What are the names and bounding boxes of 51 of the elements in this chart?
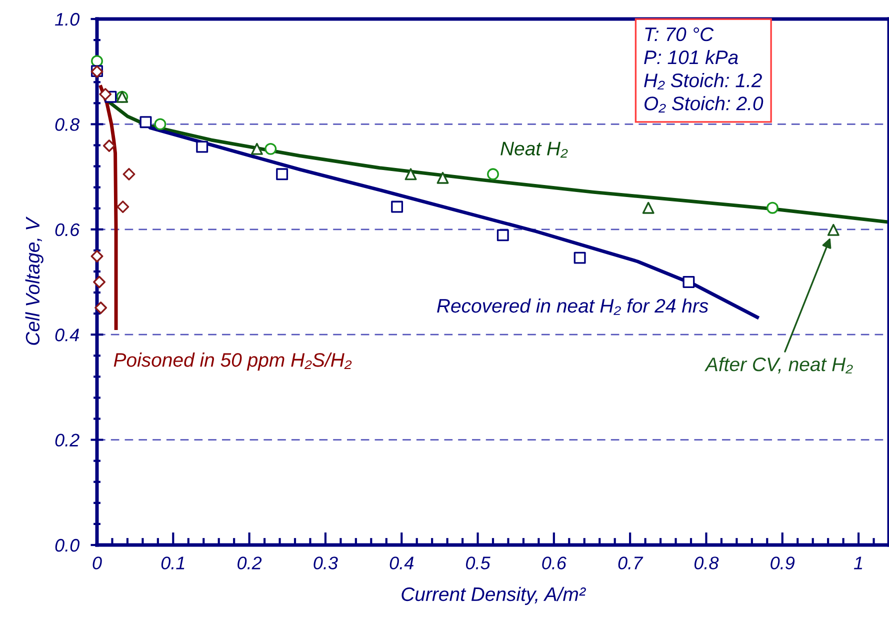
x-tick-label: 0.4 bbox=[390, 556, 414, 570]
y-axis-title: Cell Voltage, V bbox=[25, 216, 44, 345]
y-tick-label: 0.2 bbox=[55, 434, 80, 447]
annotation: H₂ Stoich: 1.2 bbox=[644, 73, 762, 90]
point bbox=[391, 200, 404, 213]
point bbox=[93, 276, 106, 288]
line-series bbox=[99, 85, 118, 330]
x-tick-label: 0.5 bbox=[466, 556, 490, 570]
point bbox=[90, 250, 104, 262]
y-tick-label: 0.4 bbox=[55, 328, 79, 342]
point bbox=[827, 224, 840, 236]
point bbox=[102, 140, 116, 152]
x-tick-label: 0 bbox=[92, 556, 102, 570]
series-label: Neat H₂ bbox=[500, 142, 568, 158]
point bbox=[276, 168, 288, 180]
annotation: P: 101 kPa bbox=[644, 50, 738, 64]
point bbox=[264, 142, 277, 155]
point bbox=[574, 252, 586, 264]
annotation: T: 70 °C bbox=[645, 27, 714, 42]
x-tick-label: 0.6 bbox=[542, 556, 566, 570]
point bbox=[404, 168, 417, 180]
annotation: O₂ Stoich: 2.0 bbox=[644, 96, 764, 112]
series-label: Poisoned in 50 ppm H₂S/H₂ bbox=[114, 352, 352, 371]
x-tick-label: 1 bbox=[854, 556, 862, 570]
point bbox=[682, 276, 695, 288]
point bbox=[116, 200, 130, 213]
point bbox=[154, 118, 166, 130]
y-tick-label: 0.0 bbox=[55, 538, 80, 552]
text: After CV, neat H₂ bbox=[704, 356, 853, 374]
x-tick-label: 0.7 bbox=[618, 556, 644, 570]
x-tick-label: 0.9 bbox=[770, 556, 795, 570]
point bbox=[766, 202, 778, 214]
y-tick-label: 1.0 bbox=[55, 12, 80, 26]
point bbox=[122, 168, 136, 180]
point bbox=[487, 168, 499, 180]
point bbox=[140, 116, 152, 128]
x-tick-label: 0.1 bbox=[161, 556, 184, 570]
x-tick-label: 0.8 bbox=[694, 556, 719, 570]
series-label: Recovered in neat H₂ for 24 hrs bbox=[437, 298, 708, 315]
x-tick-label: 0.3 bbox=[314, 556, 338, 570]
point bbox=[496, 229, 509, 242]
x-tick-label: 0.2 bbox=[238, 556, 262, 570]
point bbox=[250, 142, 263, 155]
point bbox=[642, 202, 654, 214]
point bbox=[99, 88, 112, 100]
y-tick-label: 0.8 bbox=[55, 118, 80, 131]
point bbox=[94, 302, 108, 314]
point bbox=[196, 140, 208, 153]
point bbox=[436, 172, 449, 184]
x-axis-title: Current Density, A/m² bbox=[402, 586, 586, 605]
y-tick-label: 0.6 bbox=[55, 223, 80, 236]
